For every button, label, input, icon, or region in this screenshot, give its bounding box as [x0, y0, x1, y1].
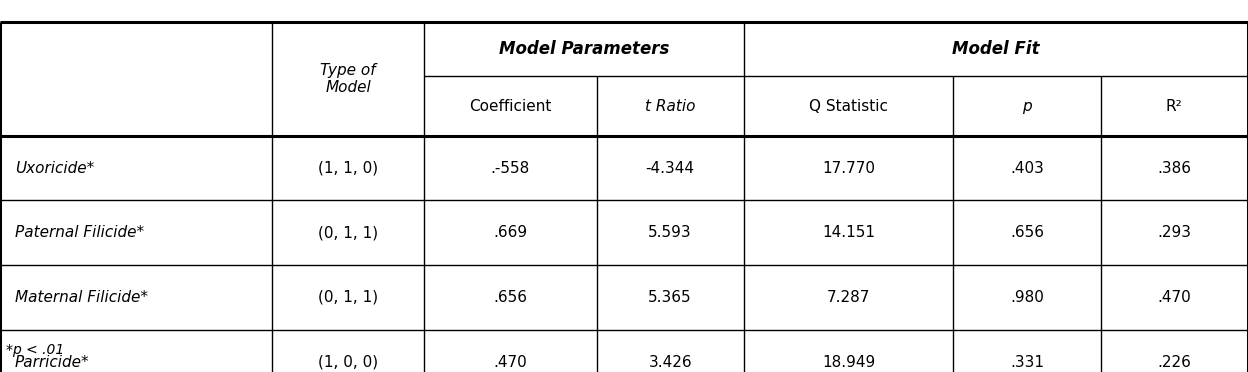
- Text: .-558: .-558: [490, 161, 530, 176]
- Text: (1, 1, 0): (1, 1, 0): [318, 161, 378, 176]
- Text: .470: .470: [1157, 290, 1192, 305]
- Text: 5.593: 5.593: [649, 225, 691, 240]
- Text: (0, 1, 1): (0, 1, 1): [318, 225, 378, 240]
- Text: .293: .293: [1157, 225, 1192, 240]
- Text: R²: R²: [1166, 99, 1183, 113]
- Text: Parricide*: Parricide*: [15, 355, 90, 369]
- Text: Maternal Filicide*: Maternal Filicide*: [15, 290, 149, 305]
- Text: .656: .656: [1010, 225, 1045, 240]
- Text: 7.287: 7.287: [827, 290, 870, 305]
- Text: -4.344: -4.344: [645, 161, 695, 176]
- Text: .403: .403: [1010, 161, 1045, 176]
- Text: .656: .656: [493, 290, 528, 305]
- Text: (1, 0, 0): (1, 0, 0): [318, 355, 378, 369]
- Text: Type of
Model: Type of Model: [321, 63, 376, 95]
- Text: *p < .01: *p < .01: [6, 343, 65, 357]
- Text: 17.770: 17.770: [822, 161, 875, 176]
- Text: Coefficient: Coefficient: [469, 99, 552, 113]
- Text: .331: .331: [1010, 355, 1045, 369]
- Text: .669: .669: [493, 225, 528, 240]
- Text: 3.426: 3.426: [649, 355, 691, 369]
- Text: 5.365: 5.365: [649, 290, 691, 305]
- Text: .470: .470: [493, 355, 528, 369]
- Text: .980: .980: [1010, 290, 1045, 305]
- Text: 18.949: 18.949: [822, 355, 875, 369]
- Text: .386: .386: [1157, 161, 1192, 176]
- Text: Model Parameters: Model Parameters: [499, 40, 669, 58]
- Text: 14.151: 14.151: [822, 225, 875, 240]
- Text: t Ratio: t Ratio: [645, 99, 695, 113]
- Text: Paternal Filicide*: Paternal Filicide*: [15, 225, 144, 240]
- Text: (0, 1, 1): (0, 1, 1): [318, 290, 378, 305]
- Text: .226: .226: [1157, 355, 1192, 369]
- Text: Uxoricide*: Uxoricide*: [15, 161, 95, 176]
- Text: Q Statistic: Q Statistic: [809, 99, 889, 113]
- Text: p: p: [1022, 99, 1032, 113]
- Text: Model Fit: Model Fit: [952, 40, 1040, 58]
